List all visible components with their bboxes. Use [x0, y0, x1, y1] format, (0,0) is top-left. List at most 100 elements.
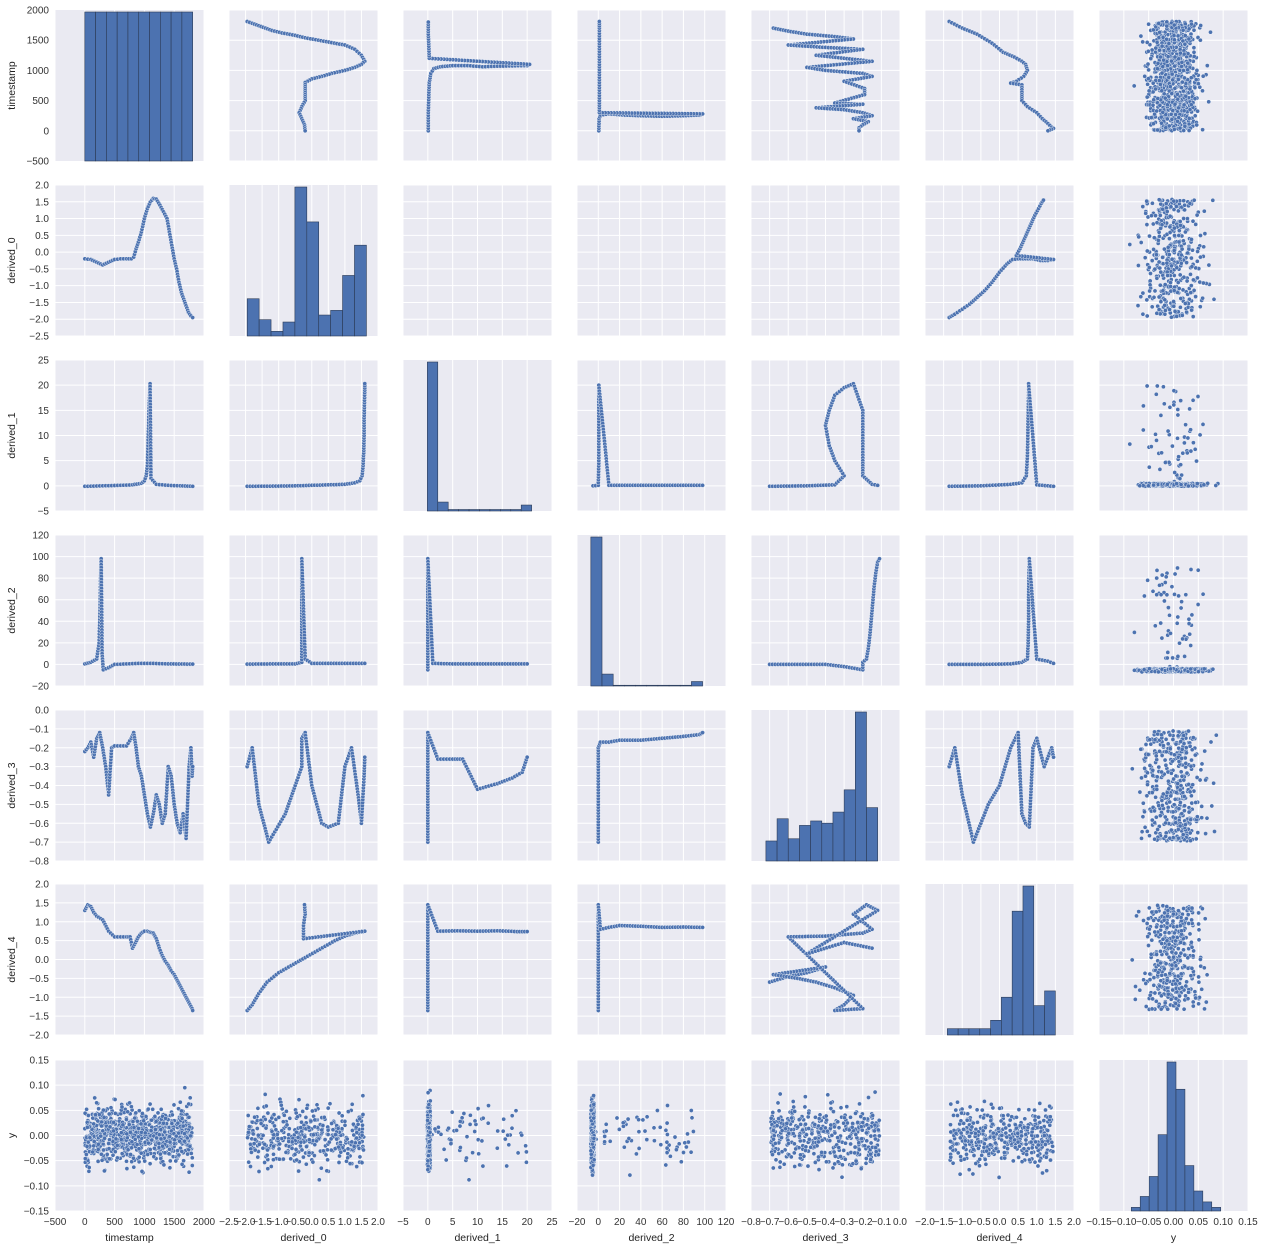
histogram-bar — [106, 11, 118, 162]
scatter-point — [130, 1119, 136, 1124]
histogram-bar — [1166, 1061, 1177, 1212]
panel-timestamp-vs-derived_4 — [924, 9, 1075, 162]
histogram-bar — [1139, 1196, 1150, 1212]
histogram-bar — [520, 504, 532, 512]
panel-timestamp-vs-derived_2 — [576, 9, 727, 162]
scatter-point — [136, 1154, 142, 1160]
scatter-derived_0-vs-derived_4 — [946, 197, 1056, 320]
histogram-bar — [990, 1020, 1002, 1036]
scatter-point — [106, 1111, 112, 1117]
histogram-bar — [843, 789, 856, 862]
histogram-bar — [1184, 1165, 1195, 1212]
scatter-point — [136, 1146, 142, 1152]
histogram-bar — [181, 11, 193, 162]
histogram-bar — [854, 711, 867, 862]
histogram-bar — [458, 509, 470, 512]
histogram-bar — [624, 684, 636, 687]
scatter-point — [190, 484, 195, 489]
histogram-bar — [127, 11, 140, 162]
scatter-point — [95, 1159, 101, 1164]
histogram-bar — [149, 11, 161, 162]
histogram-bar — [270, 331, 284, 337]
scatter-point — [176, 1152, 182, 1158]
histogram-bar — [635, 684, 648, 687]
scatter-point — [91, 1121, 96, 1127]
scatter-point — [166, 1151, 172, 1157]
scatter-point — [134, 1118, 140, 1124]
scatter-point — [92, 1095, 97, 1101]
scatter-point — [136, 1134, 141, 1140]
scatter-point — [187, 1095, 193, 1101]
scatter-point — [150, 1107, 155, 1112]
scatter-point — [362, 661, 368, 666]
histogram-bar — [246, 298, 260, 337]
histogram-bar — [832, 811, 845, 862]
scatter-point — [133, 1110, 139, 1116]
histogram-bar — [160, 11, 172, 162]
scatter-point — [189, 1163, 195, 1168]
scatter-point — [111, 1128, 116, 1134]
histogram-bar — [968, 1028, 981, 1036]
scatter-point — [106, 1146, 112, 1151]
scatter-point — [151, 1154, 157, 1159]
scatter-point — [524, 754, 530, 760]
scatter-point — [877, 556, 882, 562]
histogram-bar — [947, 1028, 959, 1036]
scatter-point — [1051, 661, 1056, 666]
histogram-bar — [1175, 1088, 1186, 1212]
scatter-point — [700, 925, 705, 930]
histogram-bar — [668, 684, 681, 687]
panel-derived_1-vs-derived_0 — [228, 359, 379, 512]
histogram-timestamp — [84, 11, 193, 162]
scatter-point — [524, 929, 530, 934]
scatter-point — [125, 1109, 130, 1115]
scatter-point — [142, 1158, 147, 1164]
scatter-point — [162, 1150, 168, 1156]
histogram-bar — [601, 673, 614, 687]
scatter-point — [124, 1166, 130, 1171]
histogram-bar — [657, 684, 670, 687]
scatter-point — [362, 381, 368, 386]
scatter-point — [136, 1126, 141, 1131]
panel-derived_1-vs-derived_4 — [924, 359, 1075, 512]
scatter-point — [153, 1119, 159, 1124]
scatter-point — [190, 764, 195, 769]
histogram-bar — [427, 361, 439, 512]
scatter-point — [126, 1122, 132, 1127]
histogram-bar — [330, 310, 343, 337]
histogram-bar — [1033, 1005, 1045, 1036]
histogram-bar — [691, 681, 703, 687]
scatter-point — [190, 315, 195, 320]
scatter-point — [1041, 197, 1046, 203]
histogram-bar — [590, 536, 603, 687]
scatter-point — [362, 754, 368, 760]
scatter-point — [169, 1112, 175, 1118]
scatter-point — [134, 1142, 140, 1147]
histogram-bar — [799, 825, 811, 862]
panel-derived_1-vs-y — [1098, 359, 1249, 512]
scatter-point — [86, 1113, 91, 1118]
scatter-point — [96, 1106, 101, 1111]
scatter-derived_0-vs-timestamp — [82, 196, 195, 320]
histogram-bar — [116, 11, 129, 162]
scatter-point — [101, 1107, 106, 1113]
panel-timestamp-vs-derived_3 — [750, 9, 901, 162]
scatter-point — [157, 1151, 163, 1157]
histogram-bar — [258, 319, 272, 337]
panel-derived_1-vs-timestamp — [54, 359, 205, 512]
scatter-point — [101, 1147, 106, 1153]
scatter-point — [186, 1101, 191, 1107]
histogram-derived_3 — [765, 711, 878, 862]
scatter-point — [84, 1144, 90, 1149]
scatter-point — [102, 1168, 107, 1174]
scatter-point — [139, 1130, 144, 1135]
scatter-point — [149, 1117, 154, 1123]
scatter-point — [83, 1156, 88, 1161]
histogram-bar — [1044, 990, 1056, 1036]
panel-derived_4-vs-derived_3 — [750, 883, 901, 1036]
histogram-bar — [787, 838, 800, 862]
scatter-point — [169, 1121, 175, 1126]
scatter-point — [108, 1105, 114, 1110]
scatter-point — [91, 1143, 96, 1149]
scatter-point — [125, 1135, 130, 1141]
